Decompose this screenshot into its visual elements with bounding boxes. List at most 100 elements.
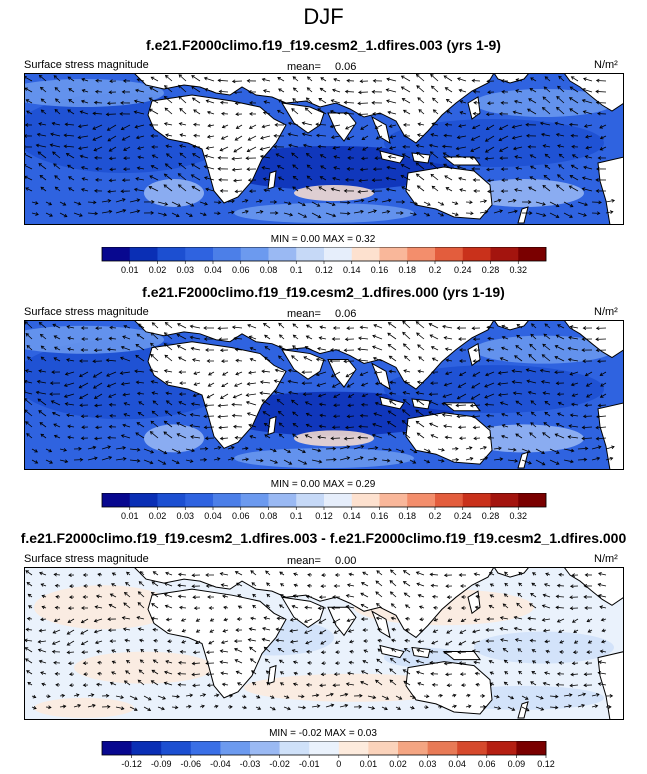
wind-vector [157,695,166,700]
wind-vector-head [446,630,450,634]
wind-vector-head [38,163,42,167]
wind-vector [237,682,243,686]
wind-vector [502,336,509,340]
wind-vector-head [163,343,168,347]
wind-vector [377,648,383,653]
wind-vector [570,684,579,687]
wind-vector-head [528,353,532,358]
wind-vector [136,616,145,620]
wind-vector-head [581,436,585,441]
wind-vector-head [231,402,235,407]
wind-vector [219,90,229,93]
colorbar-tick-label: 0.12 [537,759,555,769]
wind-vector-head [499,209,504,213]
wind-vector-head [360,402,365,407]
wind-vector [101,200,111,203]
wind-vector-head [191,573,196,578]
wind-vector [292,323,299,329]
wind-vector-head [430,85,435,90]
wind-vector-head [136,333,141,338]
wind-vector [220,146,229,151]
wind-vector [346,135,355,140]
wind-vector-head [291,108,295,112]
wind-vector [331,135,341,138]
wind-vector-head [51,641,56,645]
wind-vector-head [343,436,348,441]
wind-vector-head [263,422,268,427]
wind-vector [64,145,75,148]
wind-vector-head [263,356,268,361]
panel-3-colorbar: -0.12 -0.09 -0.06 -0.04 -0.03 -0.02 -0.01 0 0.01… [101,741,555,769]
wind-vector-head [245,156,249,161]
wind-vector-head [293,572,297,577]
wind-vector [291,355,299,362]
wind-vector [129,210,140,214]
wind-vector-head [221,111,225,116]
wind-vector [185,212,193,217]
wind-vector-head [333,630,338,634]
wind-vector [78,135,89,139]
wind-vector [149,87,159,93]
wind-vector-head [317,108,321,112]
wind-vector-head [81,89,86,93]
wind-vector [444,662,453,665]
panel-3-left-label: Surface stress magnitude [24,553,149,565]
wind-vector-head [458,88,463,93]
wind-vector-head [443,650,447,655]
wind-vector-head [371,178,376,183]
wind-vector [171,459,180,464]
wind-vector-head [69,672,73,677]
wind-vector [568,358,579,362]
wind-vector-head [108,456,113,460]
wind-vector-head [66,413,70,418]
wind-vector [178,595,187,598]
wind-vector-head [52,323,57,328]
wind-vector-head [235,371,239,376]
wind-vector-head [432,629,437,633]
wind-vector-head [306,649,310,654]
wind-vector-head [515,89,519,93]
wind-vector [367,447,378,450]
wind-vector-head [454,201,459,205]
wind-vector-head [95,414,99,419]
wind-vector [598,572,607,576]
wind-vector [138,401,145,406]
colorbar-tick-label: -0.01 [299,759,320,769]
wind-vector-head [39,422,44,426]
wind-vector [542,107,551,115]
wind-vector-head [389,146,393,150]
wind-vector [456,146,467,150]
wind-vector [67,76,75,82]
wind-vector [81,78,89,82]
wind-vector [473,661,481,664]
wind-vector [605,199,615,203]
wind-vector [277,77,285,82]
wind-vector [605,457,613,461]
wind-vector [376,658,383,664]
wind-vector-head [529,638,534,643]
wind-vector [246,393,257,396]
panel-3-map [24,567,624,720]
wind-vector-head [40,186,45,191]
wind-vector [288,380,299,384]
wind-vector-head [65,153,70,157]
wind-vector [218,404,229,407]
wind-vector [437,201,444,206]
wind-vector-head [559,640,564,644]
wind-vector-head [471,649,476,654]
wind-vector [218,415,229,418]
colorbar-tick-label: 0.1 [290,511,303,521]
wind-vector [165,392,173,395]
wind-vector-head [40,617,44,622]
wind-vector [563,212,573,218]
wind-vector-head [123,592,128,596]
wind-vector-head [385,176,390,181]
wind-vector [474,618,481,622]
wind-vector [556,107,565,115]
wind-vector [437,459,444,462]
wind-vector-head [583,595,587,599]
wind-vector [37,398,47,406]
wind-vector [165,381,173,384]
wind-vector-head [473,100,477,105]
wind-vector-head [252,604,256,609]
